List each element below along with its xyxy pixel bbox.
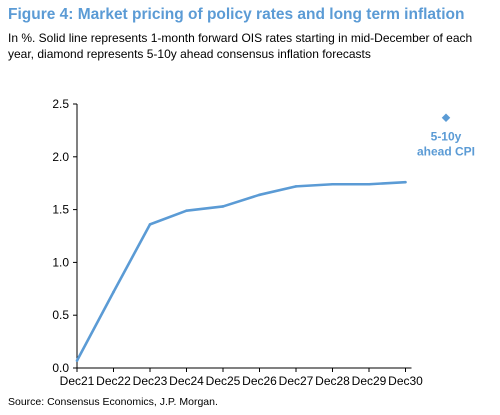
data-point	[331, 182, 334, 186]
x-tick-label: Dec29	[352, 374, 387, 388]
x-axis-ticks: Dec21 Dec22 Dec23 Dec24 Dec25 Dec26 Dec27 Dec28…	[60, 368, 423, 388]
data-point	[404, 180, 407, 184]
data-point	[185, 209, 188, 212]
series-line-ois	[75, 180, 406, 362]
chart-source: Source: Consensus Economics, J.P. Morgan…	[8, 396, 218, 408]
x-tick-label: Dec28	[315, 374, 350, 388]
x-tick-label: Dec22	[96, 374, 131, 388]
cpi-annotation-line2: ahead CPI	[417, 145, 475, 159]
x-tick-label: Dec30	[388, 374, 423, 388]
chart-subtitle: In %. Solid line represents 1-month forw…	[8, 31, 473, 61]
y-tick-label: 1.5	[52, 203, 69, 217]
y-tick-label: 2.5	[52, 97, 69, 111]
data-point	[112, 290, 115, 294]
data-point	[258, 193, 261, 197]
data-point	[367, 182, 371, 186]
x-tick-label: Dec25	[206, 374, 241, 388]
x-tick-label: Dec26	[242, 374, 277, 388]
data-point	[294, 185, 298, 188]
x-tick-label: Dec24	[169, 374, 204, 388]
y-tick-label: 2.0	[52, 150, 69, 164]
x-tick-label: Dec23	[133, 374, 168, 388]
data-point	[75, 359, 79, 362]
x-tick-label: Dec27	[279, 374, 314, 388]
series-points	[75, 180, 407, 362]
cpi-diamond-point	[441, 113, 451, 122]
y-tick-label: 1.0	[52, 255, 69, 269]
y-tick-label: 0.0	[52, 361, 69, 375]
chart-title: Figure 4: Market pricing of policy rates…	[8, 6, 465, 23]
y-tick-label: 0.5	[52, 308, 69, 322]
x-tick-label: Dec21	[60, 374, 95, 388]
data-point	[221, 205, 225, 208]
y-axis-ticks: 0.0 0.5 1.0 1.5 2.0 2.5	[52, 97, 77, 375]
data-point	[148, 223, 152, 226]
cpi-annotation-line1: 5-10y	[431, 130, 462, 144]
